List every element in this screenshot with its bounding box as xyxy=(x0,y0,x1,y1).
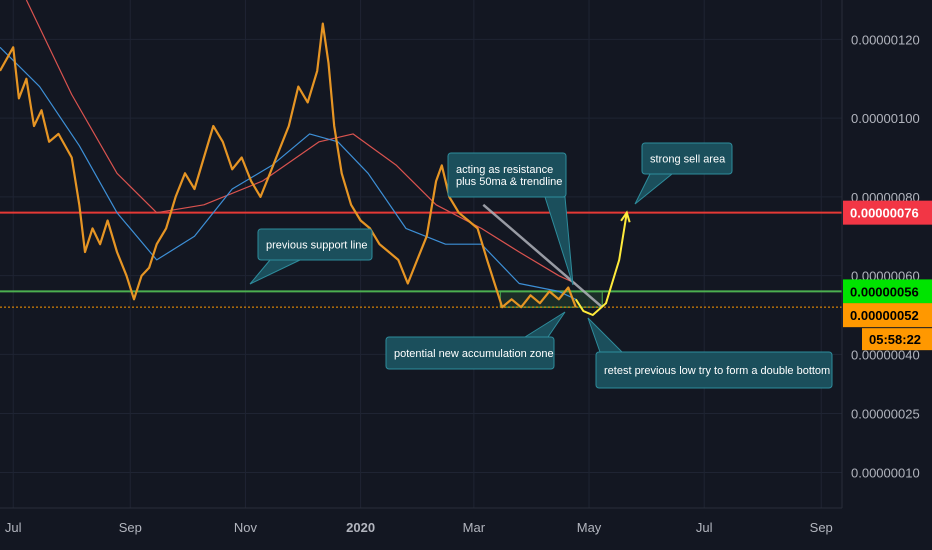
annotation-text-4-0: retest previous low try to form a double… xyxy=(604,365,830,377)
annotation-text-1-1: plus 50ma & trendline xyxy=(456,176,562,188)
price-badge-bg-2 xyxy=(843,303,932,328)
annotation-box-1 xyxy=(447,152,567,198)
annotation-callout-4: retest previous low try to form a double… xyxy=(587,317,833,389)
price-badge-label-2: 0.00000052 xyxy=(850,308,919,323)
x-tick-label-3: 2020 xyxy=(346,520,375,535)
y-tick-label-6: 0.00000010 xyxy=(851,466,920,481)
annotation-callout-0: previous support line xyxy=(249,228,373,285)
x-tick-label-0: Jul xyxy=(5,520,22,535)
projection-arrowhead xyxy=(620,210,631,223)
price-badge-bg-0 xyxy=(843,200,932,225)
price-badge-0: 0.00000076 xyxy=(843,200,932,225)
annotation-callout-3: potential new accumulation zone xyxy=(385,311,566,370)
annotation-box-3 xyxy=(385,336,555,370)
series-line-1 xyxy=(0,46,577,300)
x-tick-label-5: May xyxy=(577,520,602,535)
y-tick-label-1: 0.00000100 xyxy=(851,111,920,126)
x-tick-label-7: Sep xyxy=(810,520,833,535)
annotation-box-0 xyxy=(257,228,373,261)
trendline xyxy=(482,203,604,309)
x-tick-label-4: Mar xyxy=(463,520,486,535)
annotation-box-2 xyxy=(641,142,733,175)
projection-path xyxy=(574,212,628,317)
annotation-text-3-0: potential new accumulation zone xyxy=(394,348,554,360)
price-badge-1: 0.00000056 xyxy=(843,279,932,304)
series-line-0 xyxy=(0,22,577,309)
countdown-badge-bg xyxy=(862,328,932,351)
x-tick-label-2: Nov xyxy=(234,520,258,535)
price-badge-label-0: 0.00000076 xyxy=(850,206,919,221)
countdown-badge: 05:58:22 xyxy=(862,328,932,351)
annotation-box-4 xyxy=(595,351,833,389)
price-axis-panel xyxy=(842,0,932,508)
x-tick-label-1: Sep xyxy=(119,520,142,535)
countdown-badge-label: 05:58:22 xyxy=(869,332,921,347)
annotation-text-2-0: strong sell area xyxy=(650,154,726,166)
annotation-text-1-0: acting as resistance xyxy=(456,164,553,176)
price-badge-bg-1 xyxy=(843,279,932,304)
annotation-callout-2: strong sell area xyxy=(634,142,733,205)
y-tick-label-4: 0.00000040 xyxy=(851,347,920,362)
y-tick-label-0: 0.00000120 xyxy=(851,32,920,47)
x-tick-label-6: Jul xyxy=(696,520,713,535)
price-badge-2: 0.00000052 xyxy=(843,303,932,328)
price-badge-label-1: 0.00000056 xyxy=(850,284,919,299)
y-tick-label-5: 0.00000025 xyxy=(851,406,920,421)
annotation-text-0-0: previous support line xyxy=(266,240,368,252)
